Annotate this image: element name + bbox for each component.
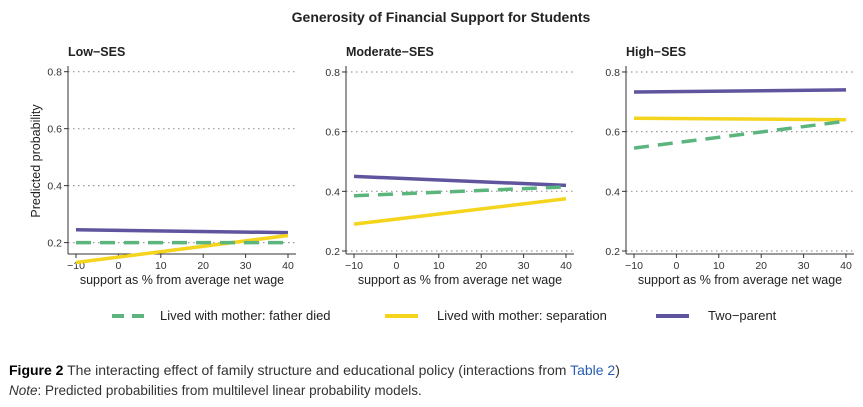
figure-label: Figure 2 <box>9 362 64 378</box>
figure-note: Note: Predicted probabilities from multi… <box>9 383 422 398</box>
series-line <box>353 197 567 226</box>
x-tick-label: 30 <box>518 260 530 272</box>
y-tick-label: 0.6 <box>605 127 620 139</box>
figure-caption: Figure 2 The interacting effect of famil… <box>9 362 620 378</box>
caption-text: The interacting effect of family structu… <box>67 362 567 378</box>
y-tick-label: 0.8 <box>47 67 62 79</box>
legend-label: Lived with mother: father died <box>160 308 331 323</box>
series-line <box>75 233 289 265</box>
x-tick-label: 40 <box>560 260 572 272</box>
x-tick-label: 0 <box>393 260 399 272</box>
x-tick-label: 0 <box>115 260 121 272</box>
y-tick-label: 0.6 <box>325 127 340 139</box>
x-axis-label: support as % from average net wage <box>638 273 842 287</box>
x-tick-label: 10 <box>713 260 725 272</box>
x-axis-label: support as % from average net wage <box>358 273 562 287</box>
x-tick-label: −10 <box>345 260 363 272</box>
y-tick-label: 0.8 <box>325 67 340 79</box>
x-tick-label: −10 <box>625 260 643 272</box>
caption-close: ) <box>615 362 620 378</box>
x-tick-label: 40 <box>282 260 294 272</box>
y-tick-label: 0.4 <box>325 186 340 198</box>
x-tick-label: 20 <box>475 260 487 272</box>
x-tick-label: 30 <box>240 260 252 272</box>
series-line <box>633 88 847 94</box>
x-tick-label: 10 <box>433 260 445 272</box>
table-link[interactable]: Table 2 <box>570 362 616 378</box>
legend-label: Two−parent <box>708 308 777 323</box>
legend-label: Lived with mother: separation <box>437 308 607 323</box>
note-text: : Predicted probabilities from multileve… <box>37 383 422 398</box>
y-axis-label: Predicted probability <box>29 104 43 218</box>
panel-title: High−SES <box>626 45 686 59</box>
chart-title: Generosity of Financial Support for Stud… <box>292 9 591 25</box>
series-line <box>353 174 567 188</box>
y-tick-label: 0.4 <box>47 181 62 193</box>
y-tick-label: 0.8 <box>605 67 620 79</box>
panel-title: Moderate−SES <box>346 45 434 59</box>
panel-title: Low−SES <box>68 45 125 59</box>
y-tick-label: 0.2 <box>605 246 620 258</box>
y-tick-label: 0.6 <box>47 124 62 136</box>
x-axis-label: support as % from average net wage <box>80 273 284 287</box>
x-tick-label: 20 <box>755 260 767 272</box>
series-line <box>633 119 847 150</box>
x-tick-label: 40 <box>840 260 852 272</box>
x-tick-label: 30 <box>798 260 810 272</box>
figure-chart: Generosity of Financial Support for Stud… <box>29 9 854 323</box>
y-tick-label: 0.4 <box>605 186 620 198</box>
series-line <box>75 228 289 235</box>
x-tick-label: 20 <box>197 260 209 272</box>
series-line <box>633 116 847 122</box>
y-tick-label: 0.2 <box>47 238 62 250</box>
x-tick-label: 0 <box>673 260 679 272</box>
x-tick-label: 10 <box>155 260 167 272</box>
note-label: Note <box>9 383 38 398</box>
series-line <box>353 185 567 198</box>
y-tick-label: 0.2 <box>325 246 340 258</box>
